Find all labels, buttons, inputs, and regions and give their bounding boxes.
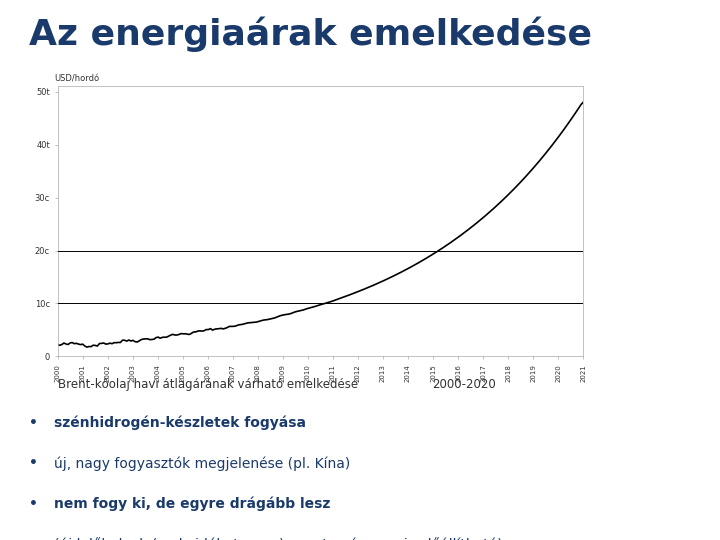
Text: •: • xyxy=(29,497,37,511)
Text: nem fogy ki, de egyre drágább lesz: nem fogy ki, de egyre drágább lesz xyxy=(54,497,330,511)
Text: •: • xyxy=(29,416,37,430)
Text: új, nagy fogyasztók megjelenése (pl. Kína): új, nagy fogyasztók megjelenése (pl. Kín… xyxy=(54,456,350,471)
Text: USD/hordó: USD/hordó xyxy=(54,75,99,84)
Text: •: • xyxy=(29,456,37,470)
Text: Az energiaárak emelkedése: Az energiaárak emelkedése xyxy=(29,16,592,52)
Text: szénhidrogén-készletek fogyása: szénhidrogén-készletek fogyása xyxy=(54,416,306,430)
Text: Brent-kőolaj havi átlagárának várható emelkedése: Brent-kőolaj havi átlagárának várható em… xyxy=(58,378,358,391)
Text: (új lelőhelyek (sarkvidék, tenger), mesterségesen is előállítható): (új lelőhelyek (sarkvidék, tenger), mest… xyxy=(54,537,503,540)
Text: 2000-2020: 2000-2020 xyxy=(432,378,496,391)
